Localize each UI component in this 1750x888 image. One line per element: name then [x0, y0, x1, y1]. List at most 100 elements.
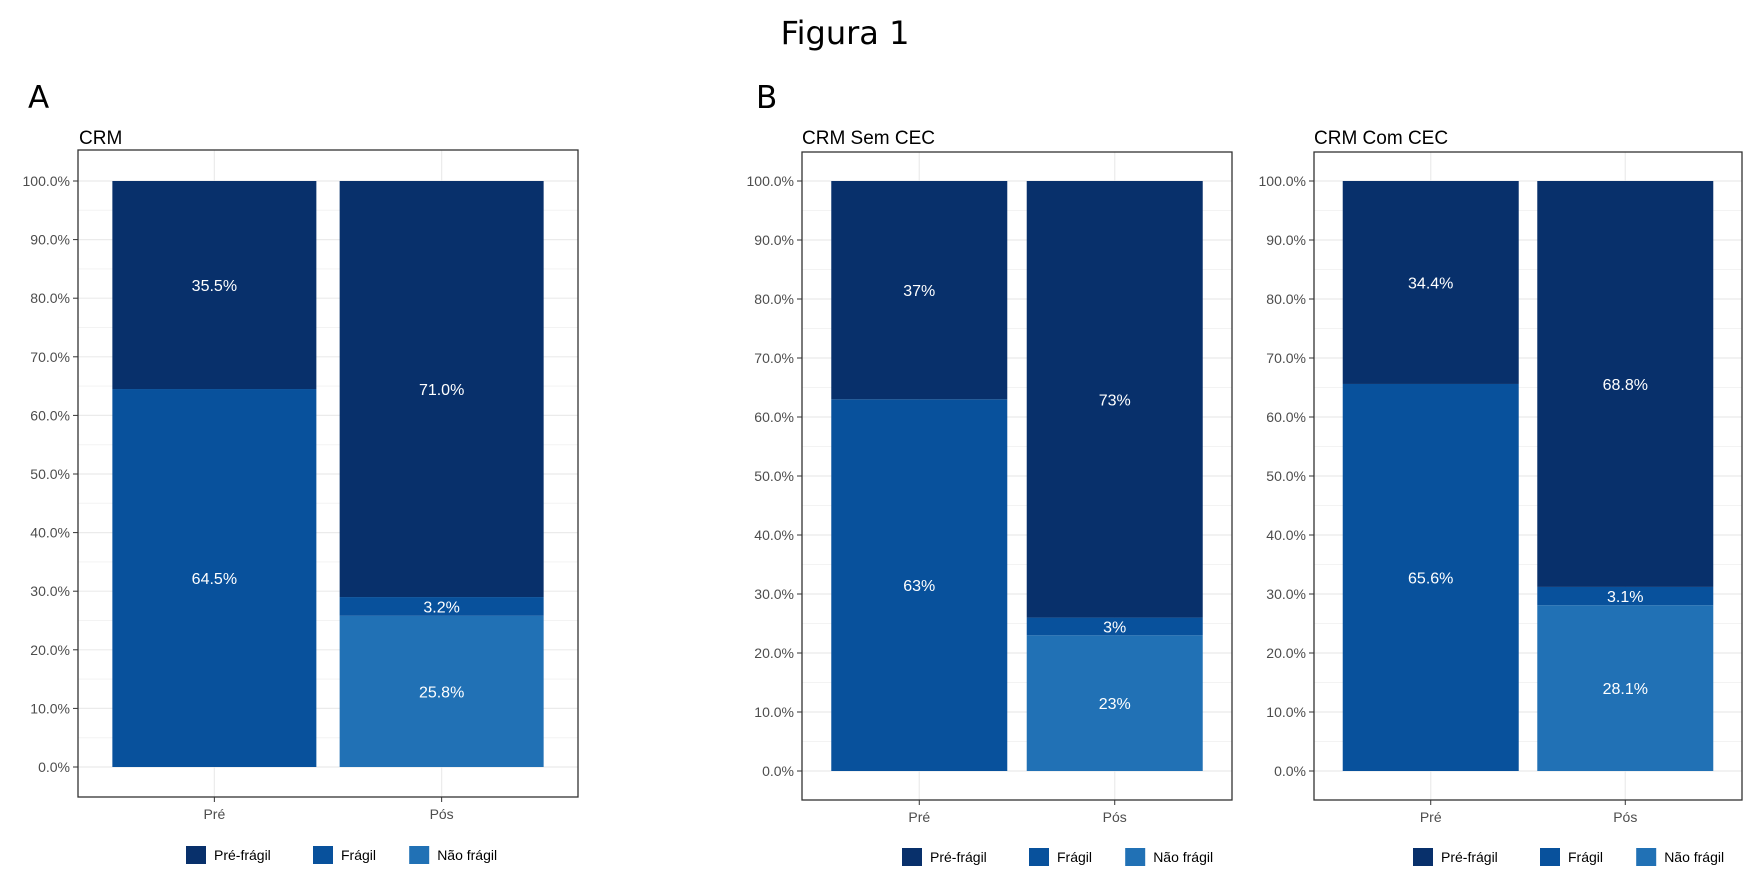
bar-fr-gil-1 [1537, 586, 1714, 606]
y-tick-label: 100.0% [1259, 173, 1306, 189]
data-label: 71.0% [419, 382, 464, 399]
y-tick-label: 0.0% [762, 763, 794, 779]
y-tick-label: 50.0% [754, 468, 794, 484]
y-tick-label: 90.0% [754, 232, 794, 248]
data-label: 68.8% [1603, 377, 1648, 394]
legend-label: Pré-frágil [214, 847, 271, 863]
legend: Pré-frágil Frágil Não frágil [1413, 848, 1724, 866]
y-tick-label: 80.0% [754, 291, 794, 307]
legend-swatch [313, 846, 333, 864]
legend: Pré-frágil Frágil Não frágil [186, 846, 497, 864]
legend-swatch [1125, 848, 1146, 866]
y-tick-label: 70.0% [30, 349, 70, 365]
legend-label: Frágil [341, 847, 376, 863]
x-tick-label: Pré [908, 809, 930, 825]
legend: Pré-frágil Frágil Não frágil [902, 848, 1213, 866]
legend-swatch [409, 846, 430, 864]
bar-pr-fr-gil-1 [1537, 181, 1714, 587]
data-label: 3.1% [1607, 589, 1643, 606]
legend-swatch [902, 848, 922, 866]
y-tick-label: 30.0% [754, 586, 794, 602]
x-tick-label: Pós [1103, 809, 1127, 825]
y-tick-label: 40.0% [1266, 527, 1306, 543]
data-label: 3% [1103, 619, 1126, 636]
y-tick-label: 100.0% [747, 173, 794, 189]
bar-fr-gil-0 [112, 389, 317, 767]
data-label: 23% [1099, 696, 1131, 713]
data-label: 73% [1099, 392, 1131, 409]
y-tick-label: 30.0% [1266, 586, 1306, 602]
y-tick-label: 60.0% [754, 409, 794, 425]
legend-swatch [1636, 848, 1657, 866]
y-tick-label: 90.0% [30, 232, 70, 248]
panel-border [801, 151, 1233, 801]
y-tick-label: 20.0% [1266, 645, 1306, 661]
legend-label: Pré-frágil [930, 849, 987, 865]
bar-fr-gil-1 [1026, 617, 1203, 636]
y-tick-label: 50.0% [30, 466, 70, 482]
legend-label: Frágil [1057, 849, 1092, 865]
data-label: 35.5% [192, 278, 237, 295]
bar-fr-gil-0 [1342, 383, 1519, 771]
y-tick-label: 10.0% [754, 704, 794, 720]
legend-swatch [1029, 848, 1049, 866]
x-tick-label: Pré [1420, 809, 1442, 825]
data-label: 28.1% [1603, 681, 1648, 698]
y-tick-label: 0.0% [38, 759, 70, 775]
y-tick-label: 60.0% [30, 407, 70, 423]
legend-swatch [186, 846, 206, 864]
data-label: 3.2% [423, 599, 459, 616]
y-tick-label: 70.0% [754, 350, 794, 366]
x-tick-label: Pós [1613, 809, 1637, 825]
legend-label: Não frágil [1664, 849, 1724, 865]
panel-border [1313, 151, 1743, 801]
y-tick-label: 70.0% [1266, 350, 1306, 366]
panel-label-a: A [28, 80, 50, 116]
data-label: 25.8% [419, 684, 464, 701]
y-tick-label: 80.0% [30, 290, 70, 306]
y-tick-label: 60.0% [1266, 409, 1306, 425]
bar-fr-gil-0 [831, 399, 1008, 771]
y-tick-label: 40.0% [30, 525, 70, 541]
bar-n-o-fr-gil-1 [339, 615, 544, 767]
chart-panel-1: CRM 0.0% 10.0% 20.0% 30.0% 40.0% 50.0% 60.0% 70.… [23, 128, 579, 864]
panel-border [77, 149, 579, 798]
chart-title: CRM Sem CEC [802, 128, 935, 149]
y-tick-label: 50.0% [1266, 468, 1306, 484]
y-tick-label: 90.0% [1266, 232, 1306, 248]
bar-pr-fr-gil-0 [112, 181, 317, 390]
legend-swatch [1540, 848, 1560, 866]
y-tick-label: 30.0% [30, 583, 70, 599]
panel-label-b: B [756, 80, 778, 116]
legend-label: Não frágil [1153, 849, 1213, 865]
y-tick-label: 40.0% [754, 527, 794, 543]
data-label: 65.6% [1408, 570, 1453, 587]
chart-panel-3: CRM Com CEC 0.0% 10.0% 20.0% 30.0% 40.0% 50.0%… [1259, 128, 1743, 866]
legend-swatch [1413, 848, 1433, 866]
data-label: 34.4% [1408, 275, 1453, 292]
y-tick-label: 80.0% [1266, 291, 1306, 307]
x-tick-label: Pré [203, 806, 225, 822]
bar-n-o-fr-gil-1 [1026, 635, 1203, 771]
legend-label: Pré-frágil [1441, 849, 1498, 865]
chart-panel-2: CRM Sem CEC 0.0% 10.0% 20.0% 30.0% 40.0% 50.0%… [747, 128, 1233, 866]
y-tick-label: 100.0% [23, 173, 70, 189]
bar-pr-fr-gil-1 [339, 181, 544, 598]
bar-n-o-fr-gil-1 [1537, 605, 1714, 771]
bar-pr-fr-gil-0 [1342, 181, 1519, 384]
y-tick-label: 20.0% [754, 645, 794, 661]
y-tick-label: 0.0% [1274, 763, 1306, 779]
legend-label: Frágil [1568, 849, 1603, 865]
data-label: 64.5% [192, 571, 237, 588]
data-label: 37% [903, 283, 935, 300]
y-tick-label: 10.0% [1266, 704, 1306, 720]
y-tick-label: 20.0% [30, 642, 70, 658]
chart-title: CRM Com CEC [1314, 128, 1448, 149]
chart-title: CRM [79, 128, 122, 149]
bar-pr-fr-gil-1 [1026, 181, 1203, 618]
data-label: 63% [903, 578, 935, 595]
bar-fr-gil-1 [339, 597, 544, 616]
y-tick-label: 10.0% [30, 700, 70, 716]
figure-title: Figura 1 [780, 14, 910, 52]
